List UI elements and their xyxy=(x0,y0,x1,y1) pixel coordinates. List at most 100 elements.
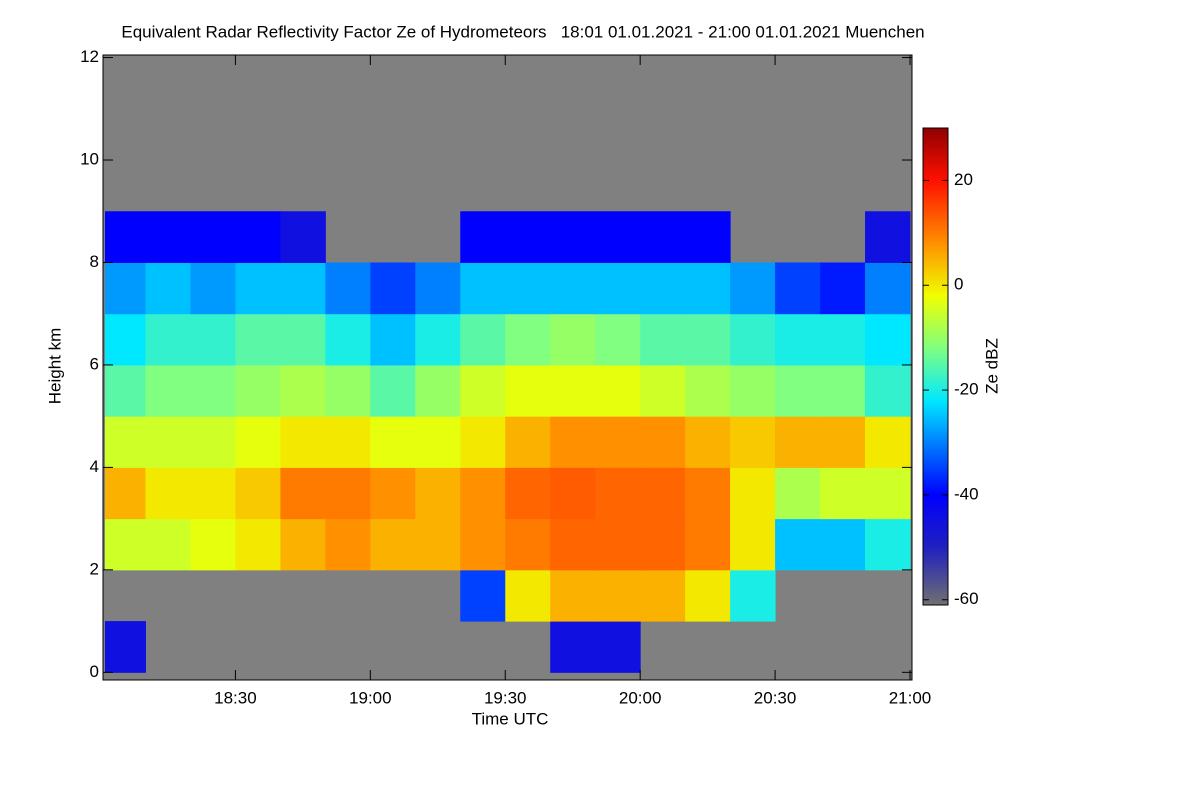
heatmap-cell xyxy=(550,416,596,468)
heatmap-cell xyxy=(325,467,371,520)
heatmap-cell xyxy=(640,467,686,520)
heatmap-cell xyxy=(325,262,371,315)
y-axis-label: Height km xyxy=(45,328,64,405)
heatmap-cell xyxy=(775,467,821,520)
heatmap-cell xyxy=(685,416,731,468)
heatmap-cell xyxy=(550,313,596,366)
heatmap-cell xyxy=(280,313,326,366)
heatmap-cell xyxy=(105,518,146,571)
heatmap-cell xyxy=(640,416,686,468)
colorbar-tick-label: -40 xyxy=(954,484,979,503)
heatmap-cell xyxy=(145,211,191,263)
heatmap-cell xyxy=(820,364,866,417)
heatmap-cell xyxy=(550,621,596,673)
chart-title: Equivalent Radar Reflectivity Factor Ze … xyxy=(121,22,924,41)
heatmap-cell xyxy=(595,416,641,468)
heatmap-cell xyxy=(595,364,641,417)
heatmap-cell xyxy=(235,262,281,315)
heatmap xyxy=(105,211,911,673)
heatmap-cell xyxy=(325,518,371,571)
heatmap-cell xyxy=(595,211,641,263)
heatmap-cell xyxy=(640,211,686,263)
heatmap-cell xyxy=(460,364,506,417)
colorbar-tick-label: -20 xyxy=(954,380,979,399)
heatmap-cell xyxy=(595,467,641,520)
heatmap-cell xyxy=(460,416,506,468)
heatmap-cell xyxy=(595,518,641,571)
heatmap-cell xyxy=(105,262,146,315)
heatmap-cell xyxy=(235,467,281,520)
heatmap-cell xyxy=(730,364,776,417)
y-tick-label: 12 xyxy=(80,47,99,66)
heatmap-cell xyxy=(190,262,236,315)
heatmap-cell xyxy=(460,211,506,263)
heatmap-cell xyxy=(460,518,506,571)
heatmap-cell xyxy=(865,211,911,263)
heatmap-cell xyxy=(730,518,776,571)
heatmap-cell xyxy=(730,313,776,366)
x-tick-label: 19:30 xyxy=(484,688,527,707)
heatmap-cell xyxy=(730,467,776,520)
heatmap-cell xyxy=(550,211,596,263)
heatmap-cell xyxy=(415,262,461,315)
heatmap-cell xyxy=(685,262,731,315)
heatmap-cell xyxy=(190,364,236,417)
heatmap-cell xyxy=(145,313,191,366)
heatmap-cell xyxy=(145,364,191,417)
heatmap-cell xyxy=(685,313,731,366)
heatmap-cell xyxy=(820,262,866,315)
heatmap-cell xyxy=(505,518,551,571)
heatmap-cell xyxy=(370,416,416,468)
heatmap-cell xyxy=(820,313,866,366)
x-tick-label: 18:30 xyxy=(214,688,257,707)
plot-frame xyxy=(102,54,913,681)
x-tick-label: 20:00 xyxy=(619,688,662,707)
heatmap-cell xyxy=(370,467,416,520)
heatmap-cell xyxy=(145,518,191,571)
heatmap-cell xyxy=(460,467,506,520)
heatmap-cell xyxy=(280,211,326,263)
heatmap-cell xyxy=(415,364,461,417)
heatmap-cell xyxy=(865,467,911,520)
heatmap-cell xyxy=(235,364,281,417)
heatmap-cell xyxy=(865,364,911,417)
heatmap-cell xyxy=(505,211,551,263)
heatmap-cell xyxy=(685,467,731,520)
y-tick-label: 4 xyxy=(90,457,99,476)
heatmap-cell xyxy=(775,416,821,468)
colorbar-tick-label: 20 xyxy=(954,170,973,189)
heatmap-cell xyxy=(865,313,911,366)
heatmap-cell xyxy=(235,416,281,468)
x-tick-label: 21:00 xyxy=(889,688,932,707)
heatmap-cell xyxy=(325,313,371,366)
heatmap-cell xyxy=(235,211,281,263)
heatmap-cell xyxy=(640,262,686,315)
heatmap-cell xyxy=(550,569,596,622)
heatmap-cell xyxy=(505,313,551,366)
heatmap-cell xyxy=(415,467,461,520)
heatmap-cell xyxy=(820,518,866,571)
heatmap-cell xyxy=(505,569,551,622)
heatmap-cell xyxy=(325,364,371,417)
y-tick-label: 6 xyxy=(90,354,99,373)
heatmap-cell xyxy=(865,262,911,315)
heatmap-cell xyxy=(105,211,146,263)
heatmap-cell xyxy=(595,313,641,366)
colorbar-label: Ze dBZ xyxy=(982,338,1001,394)
heatmap-cell xyxy=(820,416,866,468)
heatmap-cell xyxy=(775,518,821,571)
heatmap-cell xyxy=(595,262,641,315)
heatmap-cell xyxy=(505,416,551,468)
heatmap-cell xyxy=(145,416,191,468)
y-tick-label: 8 xyxy=(90,252,99,271)
heatmap-cell xyxy=(280,467,326,520)
heatmap-cell xyxy=(775,364,821,417)
heatmap-cell xyxy=(685,518,731,571)
heatmap-cell xyxy=(460,313,506,366)
heatmap-cell xyxy=(640,569,686,622)
heatmap-cell xyxy=(370,262,416,315)
heatmap-cell xyxy=(190,416,236,468)
heatmap-cell xyxy=(505,364,551,417)
heatmap-cell xyxy=(550,364,596,417)
